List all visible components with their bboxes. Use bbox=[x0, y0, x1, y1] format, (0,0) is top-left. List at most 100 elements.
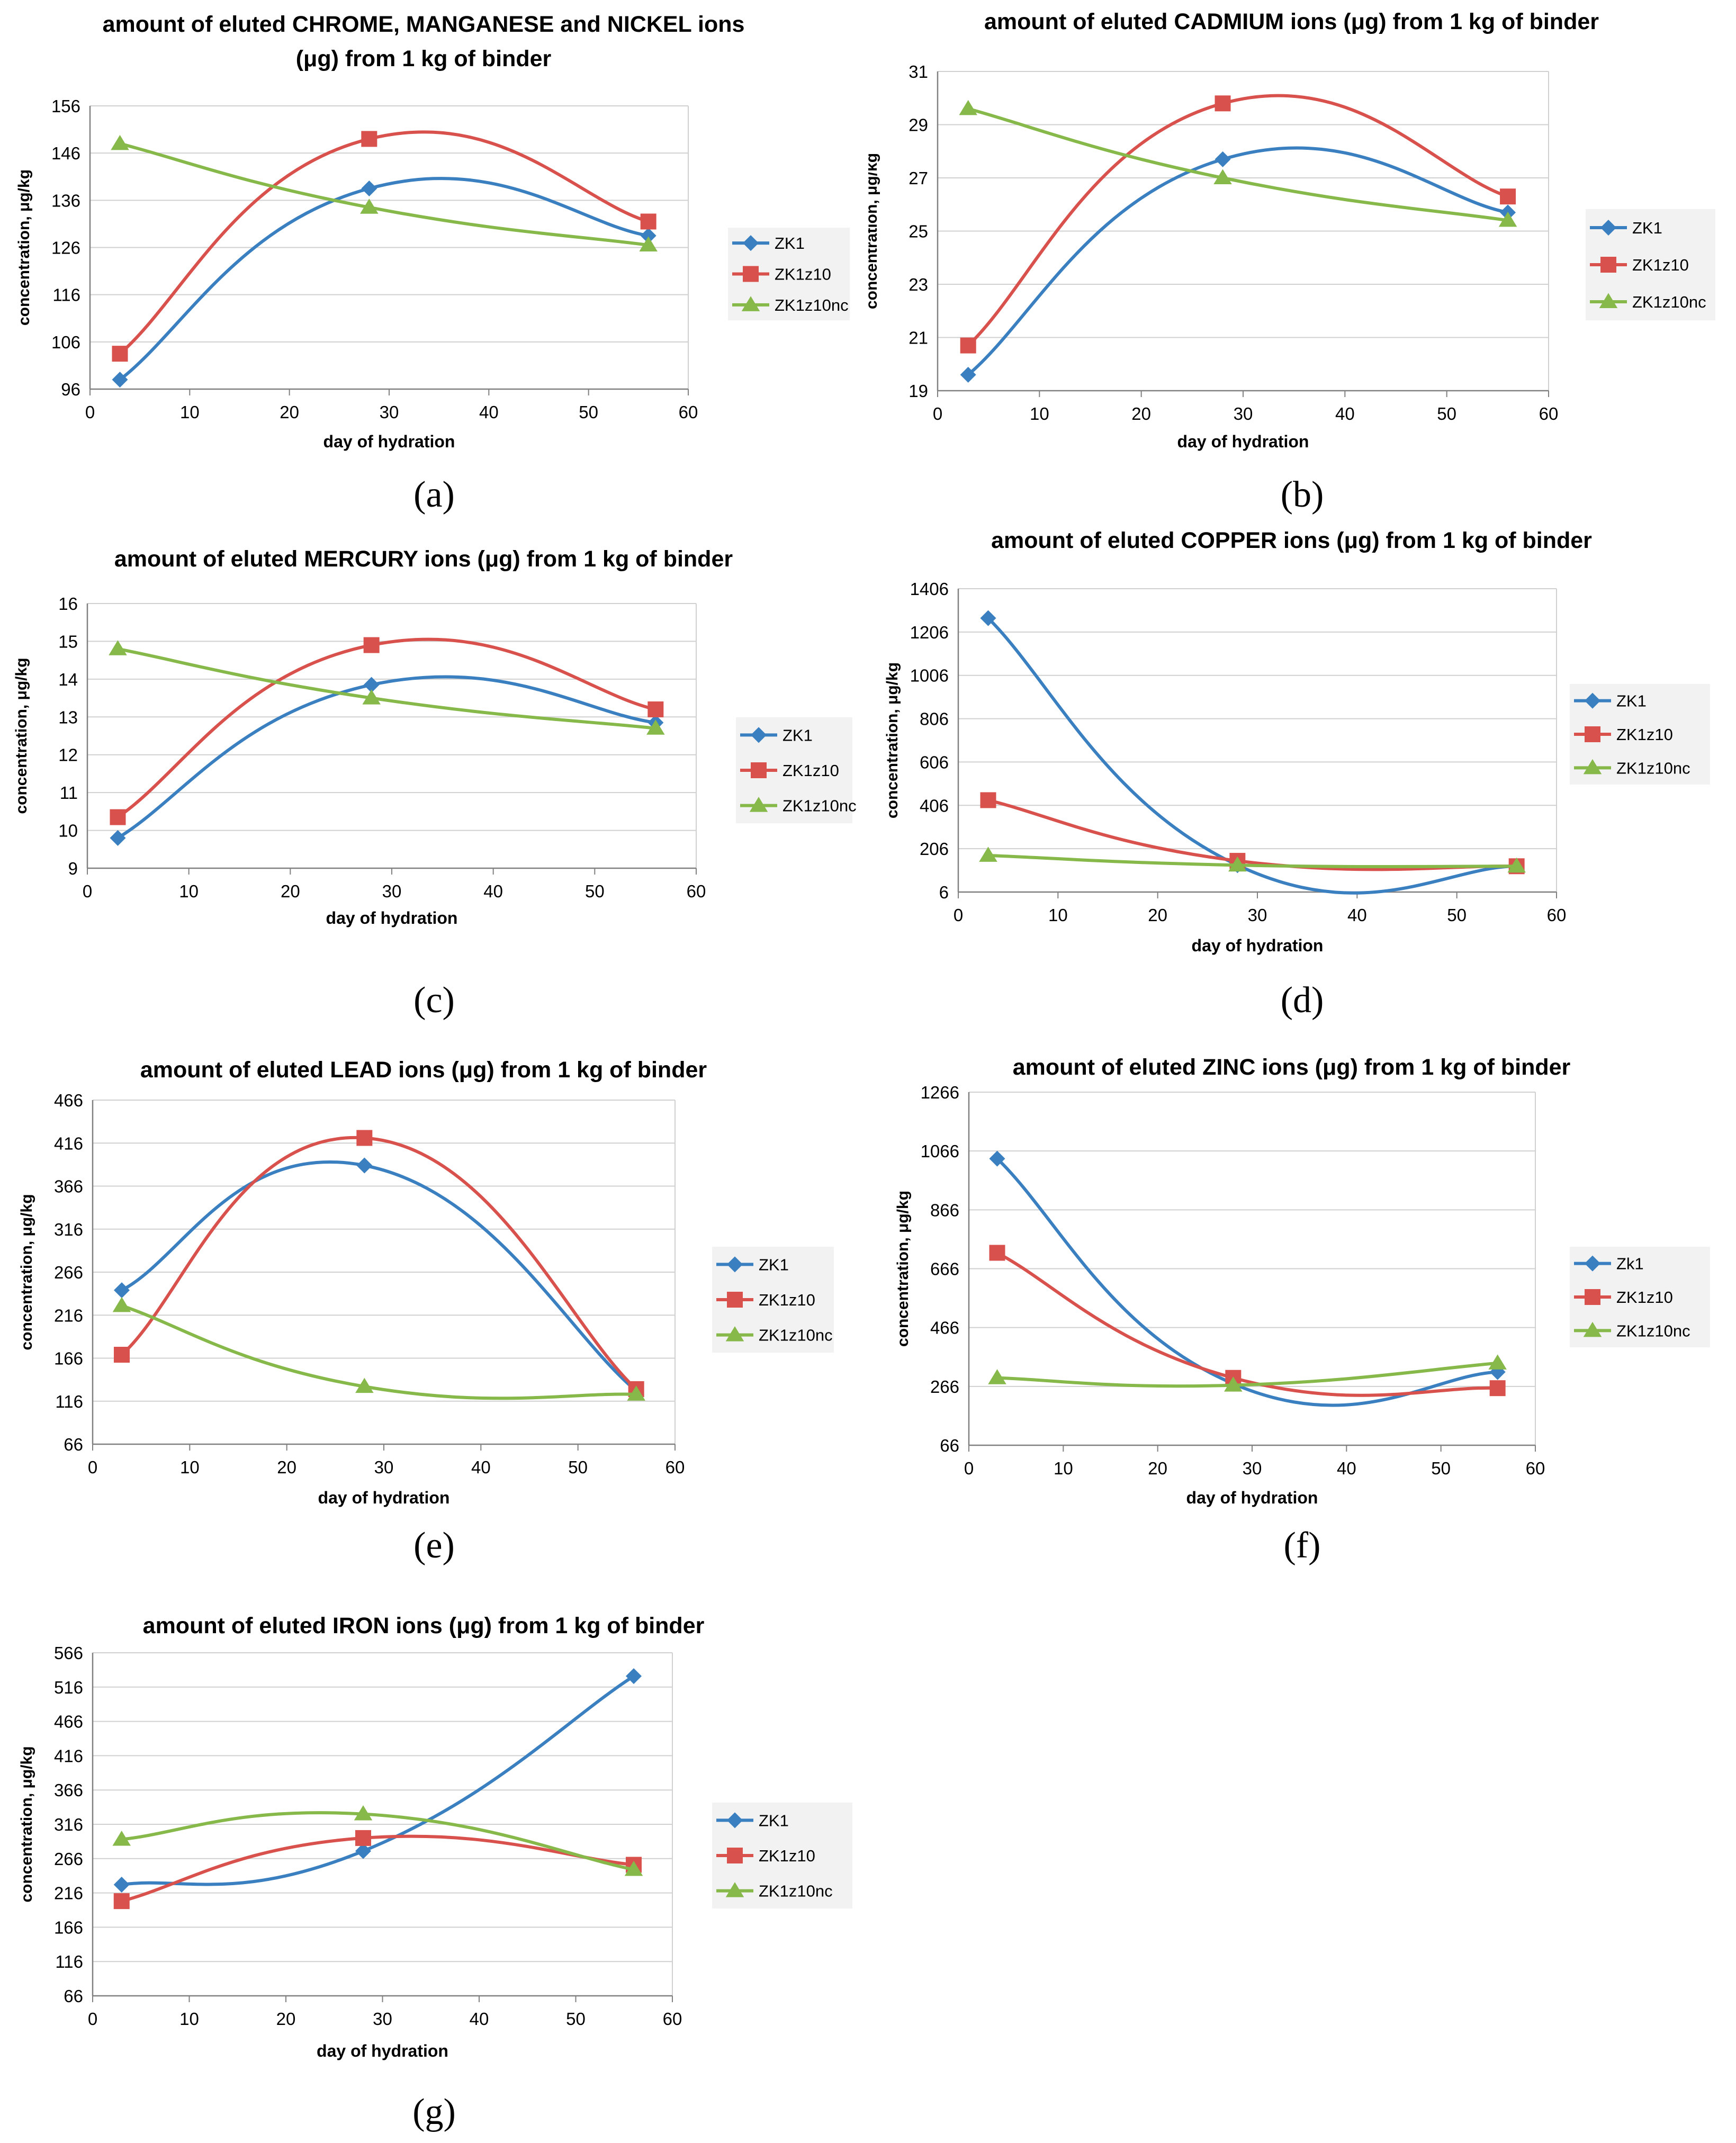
x-axis-label: day of hydration bbox=[317, 2041, 448, 2060]
x-tick-label: 30 bbox=[380, 402, 399, 422]
legend-item: Zk1 bbox=[1574, 1255, 1644, 1273]
x-tick-label: 30 bbox=[1248, 905, 1267, 925]
data-point bbox=[727, 1848, 743, 1863]
y-tick-label: 1406 bbox=[910, 579, 949, 599]
series-ZK1z10 bbox=[980, 792, 1525, 875]
y-tick-label: 216 bbox=[54, 1884, 83, 1903]
x-tick-label: 10 bbox=[180, 1457, 200, 1477]
y-axis-label: concentration, μg/kg bbox=[894, 1191, 912, 1347]
data-point bbox=[356, 1130, 373, 1146]
data-point bbox=[979, 847, 997, 862]
data-point bbox=[114, 1282, 130, 1299]
series-ZK1z10 bbox=[960, 94, 1516, 354]
data-point bbox=[360, 199, 379, 214]
y-tick-label: 66 bbox=[64, 1435, 83, 1454]
x-tick-label: 10 bbox=[180, 402, 200, 422]
chart-f: amount of eluted ZINC ions (μg) from 1 k… bbox=[894, 1055, 1710, 1507]
data-point bbox=[354, 1805, 373, 1821]
y-tick-label: 606 bbox=[920, 752, 949, 772]
y-tick-label: 316 bbox=[54, 1220, 83, 1239]
y-tick-label: 416 bbox=[54, 1133, 83, 1153]
legend-label: Zk1 bbox=[1616, 1255, 1644, 1273]
y-tick-label: 126 bbox=[51, 238, 80, 258]
data-point bbox=[624, 1861, 643, 1876]
x-tick-label: 30 bbox=[1234, 404, 1253, 424]
legend-item: ZK1 bbox=[740, 726, 813, 744]
series-ZK1z10nc bbox=[111, 134, 658, 252]
data-point bbox=[1228, 856, 1247, 872]
series-ZK1z10nc bbox=[959, 100, 1517, 227]
data-point bbox=[1507, 857, 1526, 873]
legend: ZK1 ZK1z10 ZK1z10nc bbox=[728, 228, 850, 320]
data-point bbox=[743, 235, 759, 251]
panel-label: (e) bbox=[413, 1525, 455, 1566]
x-tick-label: 20 bbox=[277, 1457, 296, 1477]
x-tick-label: 50 bbox=[1431, 1458, 1451, 1478]
data-point bbox=[989, 1150, 1005, 1167]
panel-label: (a) bbox=[413, 474, 455, 515]
data-point bbox=[980, 610, 996, 626]
y-tick-label: 266 bbox=[54, 1849, 83, 1869]
x-tick-label: 0 bbox=[85, 402, 95, 422]
x-tick-label: 40 bbox=[1337, 1458, 1356, 1478]
data-point bbox=[627, 1385, 645, 1401]
legend: ZK1 ZK1z10 ZK1z10nc bbox=[1570, 684, 1710, 785]
x-axis-label: day of hydration bbox=[1192, 936, 1324, 955]
x-axis-label: day of hydration bbox=[1186, 1488, 1318, 1507]
y-axis-label: concentration, μg/kg bbox=[13, 658, 30, 814]
y-tick-label: 1266 bbox=[921, 1083, 959, 1102]
x-tick-label: 10 bbox=[1048, 905, 1068, 925]
legend-item: ZK1z10 bbox=[716, 1291, 815, 1309]
y-tick-label: 96 bbox=[61, 380, 80, 399]
y-tick-label: 116 bbox=[52, 285, 80, 305]
data-point bbox=[1215, 151, 1231, 167]
y-tick-label: 566 bbox=[54, 1643, 83, 1663]
y-tick-label: 27 bbox=[909, 168, 928, 188]
legend-item: ZK1z10nc bbox=[716, 1882, 833, 1901]
data-point bbox=[361, 131, 377, 147]
y-tick-label: 116 bbox=[55, 1392, 83, 1411]
legend-label: ZK1 bbox=[782, 726, 813, 744]
y-tick-label: 266 bbox=[54, 1263, 83, 1282]
legend-label: ZK1z10 bbox=[1616, 1288, 1673, 1307]
y-tick-label: 66 bbox=[64, 1986, 83, 2006]
series-ZK1z10 bbox=[112, 130, 656, 362]
x-axis-label: day of hydration bbox=[326, 908, 458, 928]
x-tick-label: 40 bbox=[471, 1457, 491, 1477]
legend-label: ZK1 bbox=[1632, 219, 1662, 237]
chart-title: amount of eluted COPPER ions (μg) from 1… bbox=[991, 529, 1592, 553]
data-point bbox=[727, 1292, 743, 1308]
legend-label: ZK1 bbox=[759, 1811, 789, 1830]
legend-label: ZK1z10 bbox=[1616, 725, 1673, 744]
y-tick-label: 6 bbox=[939, 883, 949, 902]
x-tick-label: 20 bbox=[1148, 1458, 1167, 1478]
data-point bbox=[113, 1893, 130, 1910]
x-tick-label: 40 bbox=[479, 402, 499, 422]
y-tick-label: 1006 bbox=[910, 666, 949, 686]
legend: ZK1 ZK1z10 ZK1z10nc bbox=[736, 717, 857, 823]
y-tick-label: 19 bbox=[909, 381, 928, 401]
series-ZK1z10nc bbox=[109, 640, 665, 735]
x-tick-label: 60 bbox=[1539, 404, 1559, 424]
x-tick-label: 50 bbox=[1447, 905, 1467, 925]
y-tick-label: 25 bbox=[909, 222, 928, 241]
data-point bbox=[741, 296, 760, 311]
x-axis-label: day of hydration bbox=[318, 1488, 450, 1507]
data-point bbox=[1585, 1255, 1600, 1272]
y-tick-label: 11 bbox=[60, 783, 78, 803]
legend-item: ZK1z10 bbox=[716, 1847, 815, 1865]
panel-label: (b) bbox=[1280, 474, 1324, 515]
data-point bbox=[1585, 692, 1600, 709]
series-line bbox=[967, 107, 1508, 222]
y-tick-label: 21 bbox=[909, 328, 928, 348]
chart-panel-f: amount of eluted ZINC ions (μg) from 1 k… bbox=[868, 1038, 1736, 1583]
legend-label: ZK1 bbox=[759, 1255, 789, 1274]
y-tick-label: 116 bbox=[55, 1952, 83, 1971]
data-point bbox=[1585, 1289, 1600, 1305]
data-point bbox=[1488, 1354, 1507, 1370]
x-tick-label: 30 bbox=[382, 881, 402, 901]
series-ZK1z10nc bbox=[979, 847, 1526, 873]
x-tick-label: 30 bbox=[1243, 1458, 1262, 1478]
series-line bbox=[121, 1811, 634, 1871]
legend-label: ZK1z10nc bbox=[1616, 759, 1690, 777]
